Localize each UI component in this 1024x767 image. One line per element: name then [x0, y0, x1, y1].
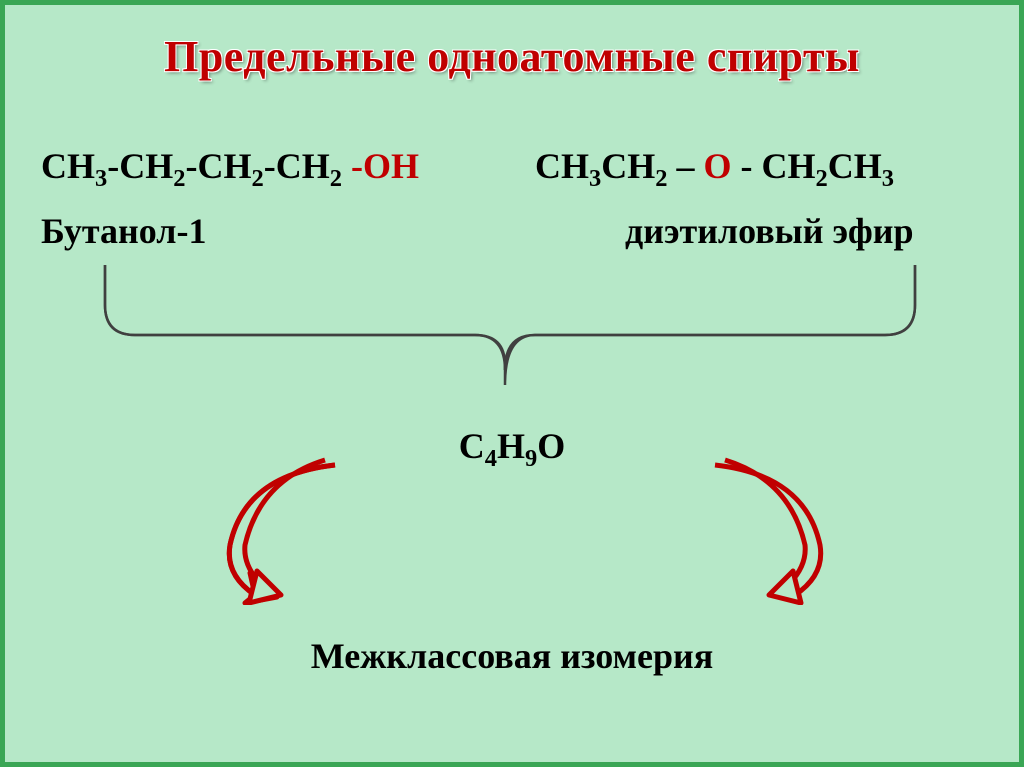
txt: CH — [535, 146, 589, 186]
brace-icon — [45, 265, 985, 405]
sub: 3 — [589, 165, 601, 192]
oh-dash: - — [351, 146, 363, 186]
txt: -СН — [264, 146, 330, 186]
label-diethyl-ether: диэтиловый эфир — [625, 210, 914, 252]
dash: - — [731, 146, 761, 186]
formula-molecular: С4Н9О — [5, 425, 1019, 467]
sub: 4 — [485, 445, 497, 472]
H: Н — [497, 426, 525, 466]
txt: -CH — [107, 146, 173, 186]
oh: OH — [363, 146, 419, 186]
txt: CH — [828, 146, 882, 186]
C: С — [459, 426, 485, 466]
sub: 2 — [330, 165, 342, 192]
sub: 3 — [95, 165, 107, 192]
dash: – — [667, 146, 703, 186]
sub: 2 — [173, 165, 185, 192]
txt: -CH — [185, 146, 251, 186]
O: О — [537, 426, 565, 466]
space — [342, 146, 351, 186]
curved-arrow-right-icon — [695, 455, 835, 605]
sub: 3 — [882, 165, 894, 192]
sub: 9 — [525, 445, 537, 472]
sub: 2 — [815, 165, 827, 192]
label-butanol: Бутанол-1 — [41, 210, 206, 252]
slide-title: Предельные одноатомные спирты — [5, 31, 1019, 82]
formula-butanol: CH3-CH2-CH2-СН2 -OH — [41, 145, 419, 187]
sub: 2 — [655, 165, 667, 192]
label-isomerism: Межклассовая изомерия — [5, 635, 1019, 677]
txt: CH — [41, 146, 95, 186]
formula-diethyl-ether: CH3CH2 – O - CH2CH3 — [535, 145, 894, 187]
sub: 2 — [251, 165, 263, 192]
curved-arrow-left-icon — [215, 455, 355, 605]
o: O — [703, 146, 731, 186]
txt: CH — [601, 146, 655, 186]
txt: CH — [761, 146, 815, 186]
slide-container: Предельные одноатомные спирты CH3-CH2-CH… — [0, 0, 1024, 767]
